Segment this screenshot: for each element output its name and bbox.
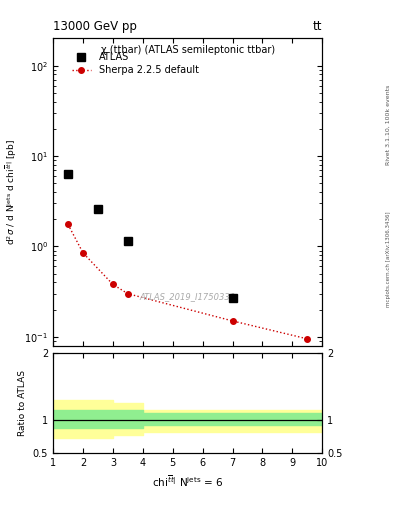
- ATLAS: [95, 206, 100, 212]
- ATLAS: [230, 295, 235, 301]
- Y-axis label: Ratio to ATLAS: Ratio to ATLAS: [18, 370, 27, 436]
- Sherpa 2.2.5 default: [305, 336, 310, 342]
- Text: χ (ttbar) (ATLAS semileptonic ttbar): χ (ttbar) (ATLAS semileptonic ttbar): [101, 45, 275, 55]
- Text: tt: tt: [313, 20, 322, 33]
- Sherpa 2.2.5 default: [66, 221, 70, 227]
- Sherpa 2.2.5 default: [110, 282, 115, 288]
- Legend: ATLAS, Sherpa 2.2.5 default: ATLAS, Sherpa 2.2.5 default: [69, 49, 202, 78]
- ATLAS: [66, 171, 70, 177]
- Text: ATLAS_2019_I1750330: ATLAS_2019_I1750330: [140, 292, 236, 301]
- ATLAS: [125, 238, 130, 244]
- Text: mcplots.cern.ch [arXiv:1306.3436]: mcplots.cern.ch [arXiv:1306.3436]: [386, 212, 391, 307]
- Sherpa 2.2.5 default: [125, 291, 130, 297]
- Sherpa 2.2.5 default: [230, 318, 235, 324]
- Line: ATLAS: ATLAS: [64, 170, 237, 302]
- Sherpa 2.2.5 default: [81, 250, 85, 256]
- X-axis label: chi$^{\overline{t}t|}$ N$^{\rm jets}$ = 6: chi$^{\overline{t}t|}$ N$^{\rm jets}$ = …: [152, 474, 224, 489]
- Y-axis label: d$^2\sigma$ / d N$^{\rm jets}$ d chi$^{\overline{t}t|}$ [pb]: d$^2\sigma$ / d N$^{\rm jets}$ d chi$^{\…: [3, 139, 19, 245]
- Line: Sherpa 2.2.5 default: Sherpa 2.2.5 default: [65, 222, 310, 342]
- Text: Rivet 3.1.10, 100k events: Rivet 3.1.10, 100k events: [386, 84, 391, 164]
- Text: 13000 GeV pp: 13000 GeV pp: [53, 20, 137, 33]
